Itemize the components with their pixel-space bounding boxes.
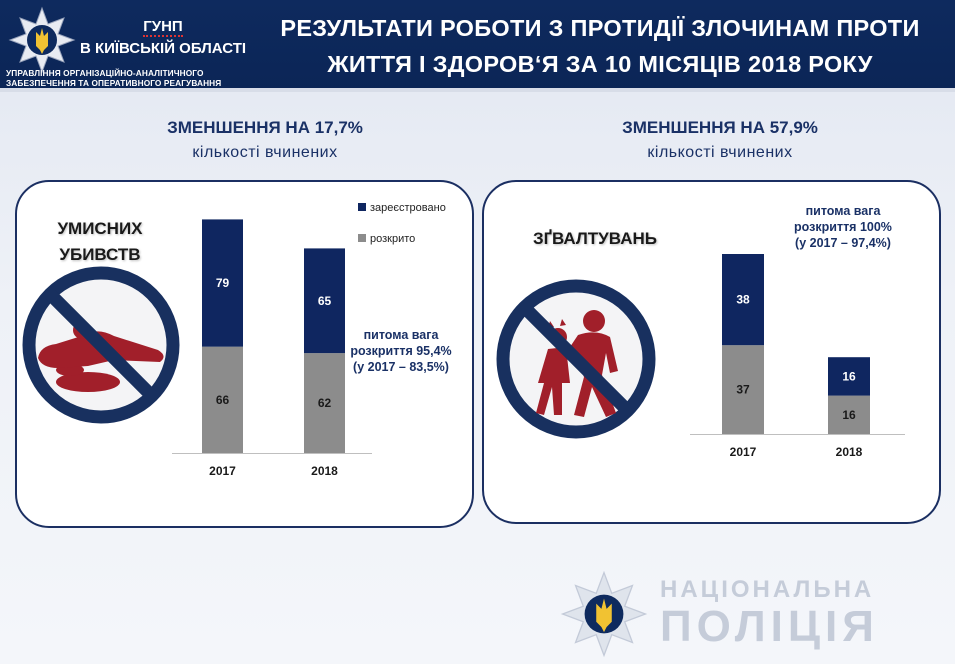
left-crime-title: УМИСНИХ УБИВСТВ	[40, 216, 160, 268]
left-crime-line1: УМИСНИХ	[57, 219, 143, 238]
chart2-bar-registered-2017	[722, 254, 764, 346]
chart1-label-solved-2018: 62	[318, 396, 332, 410]
chart2-label-solved-2017: 37	[736, 383, 750, 397]
left-decrease-title: ЗМЕНШЕННЯ НА 17,7%	[167, 118, 363, 137]
chart2-label-solved-2018: 16	[842, 408, 856, 422]
chart1-bar-solved-2018	[304, 353, 345, 453]
legend-registered-label: зареєстровано	[370, 202, 446, 214]
chart2-bar-solved-2017	[722, 345, 764, 434]
chart2-label-registered-2017: 38	[736, 293, 750, 307]
chart1-label-registered-2017: 79	[216, 276, 230, 290]
chart1-bar-solved-2017	[202, 346, 243, 453]
right-crime-title: ЗҐВАЛТУВАНЬ	[530, 226, 660, 252]
left-note-line2: розкриття 95,4%	[350, 344, 452, 358]
left-solve-rate-note: питома вага розкриття 95,4% (у 2017 – 83…	[342, 327, 460, 375]
left-decrease-summary: ЗМЕНШЕННЯ НА 17,7% кількості вчинених	[90, 118, 440, 162]
brand-line2: ПОЛІЦІЯ	[660, 602, 879, 651]
no-murder-icon	[22, 266, 180, 424]
right-note-line2: розкриття 100%	[794, 220, 892, 234]
page-title: РЕЗУЛЬТАТИ РОБОТИ З ПРОТИДІЇ ЗЛОЧИНАМ ПР…	[250, 10, 950, 82]
police-star-trident-icon	[8, 6, 76, 74]
legend-registered: зареєстровано	[358, 202, 446, 214]
right-note-line1: питома вага	[805, 204, 881, 218]
chart1-label-registered-2018: 65	[318, 294, 332, 308]
chart2-bar-registered-2018	[828, 357, 870, 396]
org-name-line2: В КИЇВСЬКІЙ ОБЛАСТІ	[79, 40, 247, 57]
brand-line1: НАЦІОНАЛЬНА	[660, 576, 875, 603]
brand-wordmark: НАЦІОНАЛЬНА ПОЛІЦІЯ	[660, 576, 879, 652]
left-decrease-subtitle: кількості вчинених	[192, 144, 338, 161]
chart2-bar-solved-2018	[828, 395, 870, 434]
right-note-line3: (у 2017 – 97,4%)	[795, 236, 891, 250]
org-subtitle: УПРАВЛІННЯ ОРГАНІЗАЦІЙНО-АНАЛІТИЧНОГО ЗА…	[6, 68, 246, 88]
chart1-bar-registered-2018	[304, 248, 345, 354]
right-decrease-summary: ЗМЕНШЕННЯ НА 57,9% кількості вчинених	[545, 118, 895, 162]
legend-solved-swatch	[358, 234, 366, 242]
org-name-line1: ГУНП	[143, 18, 183, 37]
legend-registered-swatch	[358, 203, 366, 211]
right-solve-rate-note: питома вага розкриття 100% (у 2017 – 97,…	[778, 203, 908, 251]
right-crime-line1: ЗҐВАЛТУВАНЬ	[533, 229, 657, 248]
chart1-label-solved-2017: 66	[216, 393, 230, 407]
page-title-line2: ЖИТТЯ І ЗДОРОВ‘Я ЗА 10 МІСЯЦІВ 2018 РОКУ	[327, 51, 873, 77]
police-star-trident-watermark-icon	[560, 570, 648, 658]
page-title-line1: РЕЗУЛЬТАТИ РОБОТИ З ПРОТИДІЇ ЗЛОЧИНАМ ПР…	[280, 15, 920, 41]
chart2-tick-2017: 2017	[730, 445, 757, 459]
chart1-tick-2018: 2018	[311, 464, 338, 478]
chart2-label-registered-2018: 16	[842, 369, 856, 383]
left-note-line1: питома вага	[363, 328, 439, 342]
left-note-line3: (у 2017 – 83,5%)	[353, 360, 449, 374]
legend-solved: розкрито	[358, 233, 415, 245]
chart1-tick-2017: 2017	[209, 464, 236, 478]
legend-solved-label: розкрито	[370, 233, 416, 245]
header-bar: ГУНП В КИЇВСЬКІЙ ОБЛАСТІ УПРАВЛІННЯ ОРГА…	[0, 0, 955, 92]
chart1-bar-registered-2017	[202, 219, 243, 347]
right-decrease-title: ЗМЕНШЕННЯ НА 57,9%	[622, 118, 818, 137]
left-crime-line2: УБИВСТВ	[59, 245, 141, 264]
right-decrease-subtitle: кількості вчинених	[647, 144, 793, 161]
org-sub-line2: ЗАБЕЗПЕЧЕННЯ ТА ОПЕРАТИВНОГО РЕАГУВАННЯ	[6, 78, 222, 88]
header-divider	[0, 88, 955, 92]
chart2-tick-2018: 2018	[836, 445, 863, 459]
org-title: ГУНП В КИЇВСЬКІЙ ОБЛАСТІ	[78, 16, 248, 60]
org-sub-line1: УПРАВЛІННЯ ОРГАНІЗАЦІЙНО-АНАЛІТИЧНОГО	[6, 68, 204, 78]
no-assault-icon	[496, 279, 656, 439]
